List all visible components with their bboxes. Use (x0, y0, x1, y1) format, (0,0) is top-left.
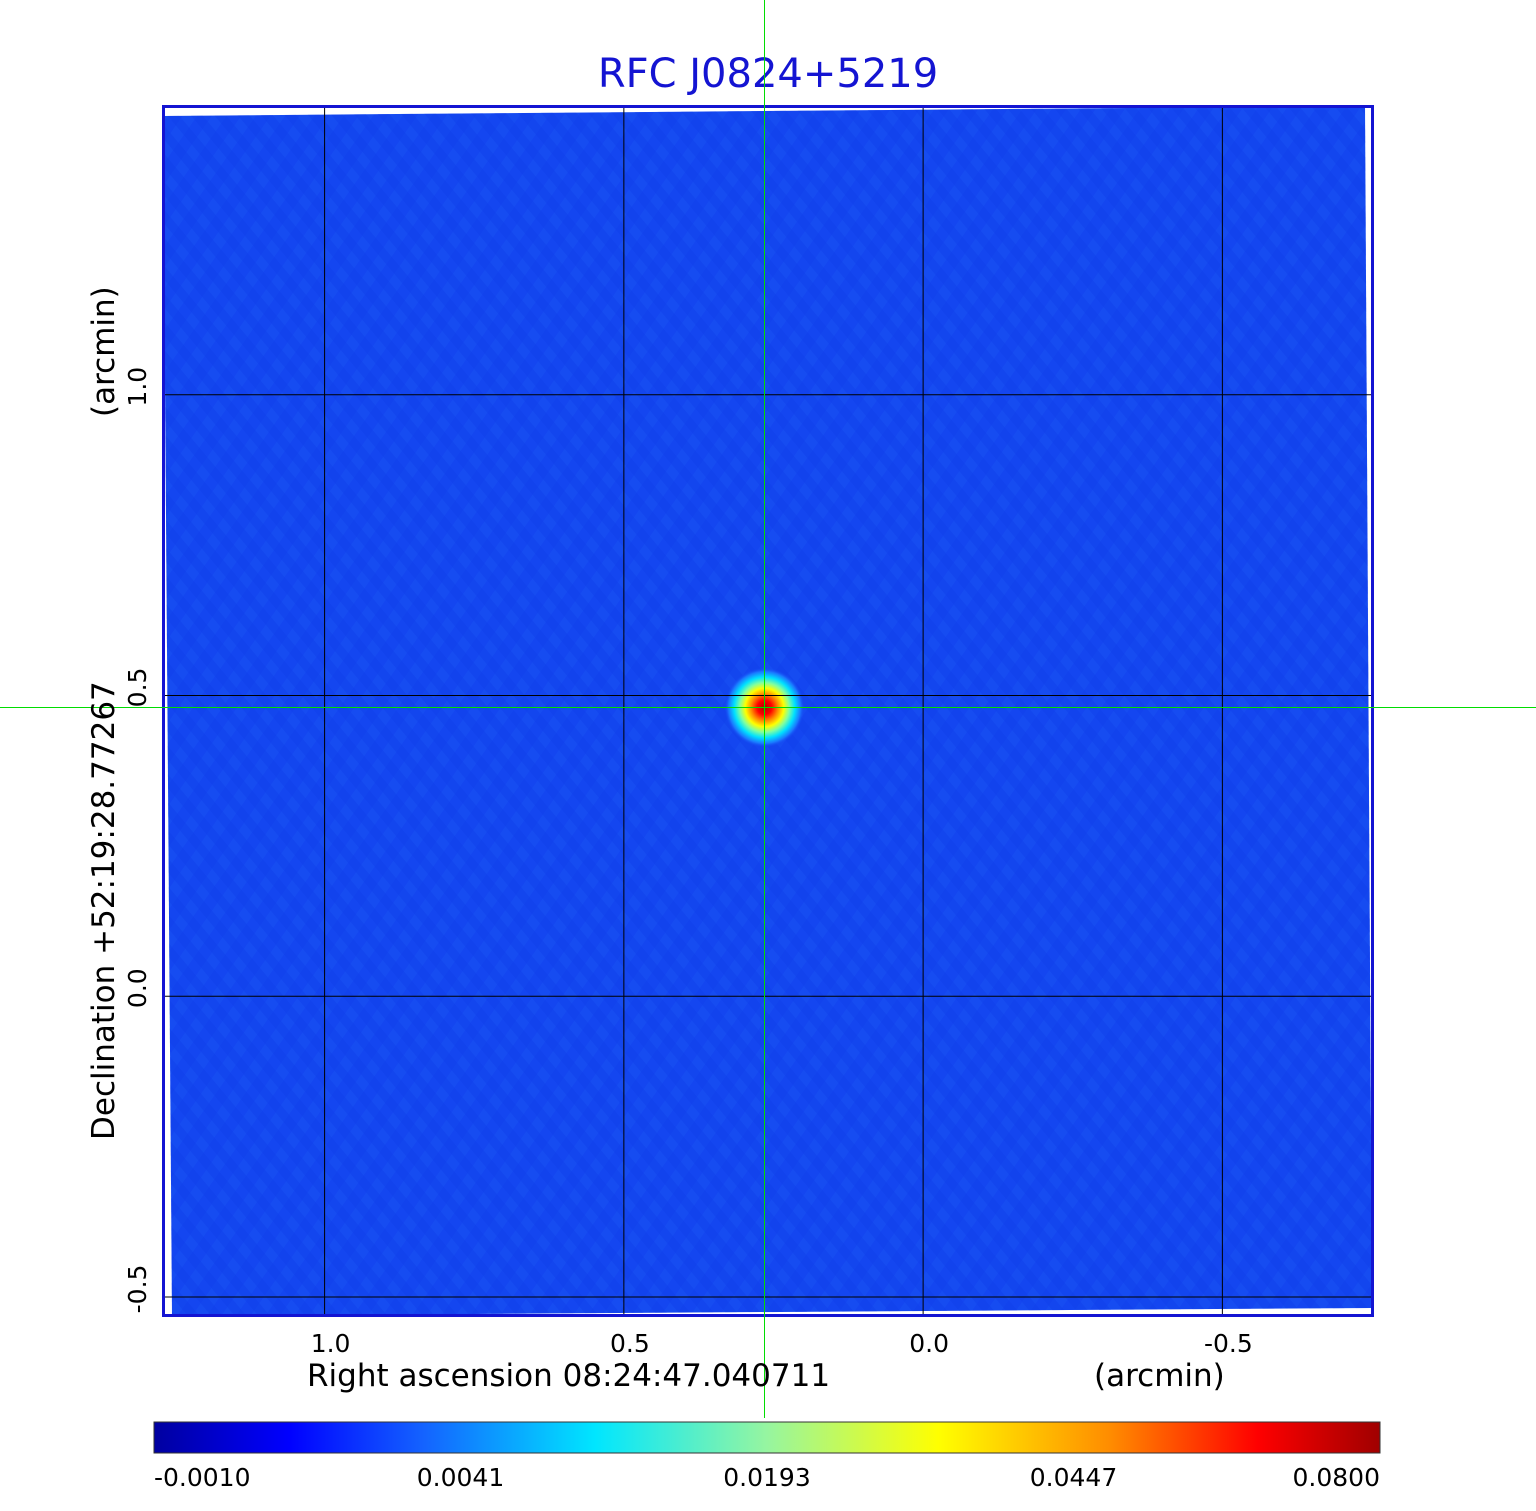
x-axis-label: Right ascension 08:24:47.040711 (307, 1358, 830, 1394)
y-axis-unit: (arcmin) (86, 286, 122, 417)
colorbar-tick-label: 0.0041 (417, 1463, 504, 1492)
y-tick-labels: 1.0 0.5 0.0 -0.5 (123, 367, 152, 1314)
x-tick-label: -0.5 (1204, 1329, 1253, 1358)
grid-lines (163, 106, 1372, 1315)
crosshair (0, 0, 1536, 1418)
x-tick-label: 1.0 (311, 1329, 351, 1358)
x-tick-label: 0.5 (610, 1329, 650, 1358)
colorbar-tick-label: 0.0800 (1293, 1463, 1380, 1492)
x-tick-labels: 1.0 0.5 0.0 -0.5 (311, 1329, 1253, 1358)
y-tick-label: 0.5 (123, 668, 152, 708)
y-tick-label: 1.0 (123, 367, 152, 407)
colorbar-tick-label: -0.0010 (154, 1463, 251, 1492)
plot-frame (162, 105, 1374, 1317)
colorbar-tick-label: 0.0193 (723, 1463, 810, 1492)
image-field (163, 106, 1372, 1316)
colorbar-tick-label: 0.0447 (1030, 1463, 1117, 1492)
x-tick-label: 0.0 (909, 1329, 949, 1358)
colorbar-tick-labels: -0.0010 0.0041 0.0193 0.0447 0.0800 (154, 1463, 1380, 1492)
colorbar (153, 1421, 1381, 1454)
y-tick-label: -0.5 (123, 1265, 152, 1314)
chart-title: RFC J0824+5219 (598, 51, 938, 97)
y-tick-label: 0.0 (123, 968, 152, 1008)
y-axis-label: Declination +52:19:28.77267 (86, 681, 122, 1140)
x-axis-unit: (arcmin) (1094, 1358, 1225, 1394)
